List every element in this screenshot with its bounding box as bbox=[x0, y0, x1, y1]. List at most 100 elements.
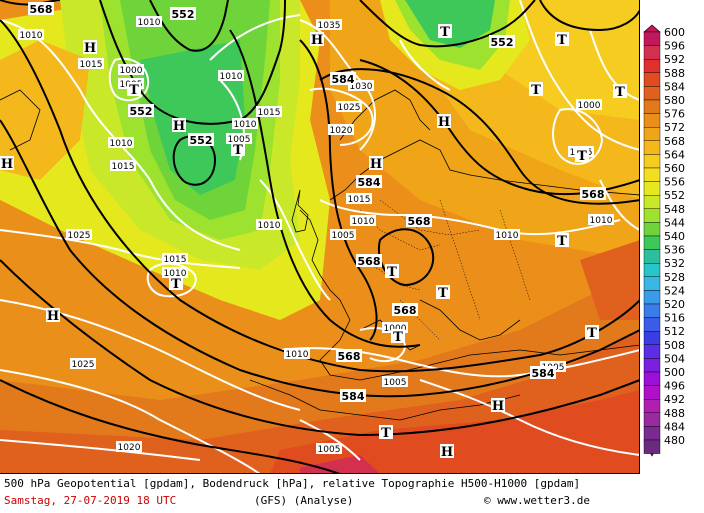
svg-text:1010: 1010 bbox=[258, 221, 281, 231]
high-markers: H H H H H H H H H bbox=[0, 32, 505, 460]
svg-text:552: 552 bbox=[491, 36, 514, 49]
legend-value: 588 bbox=[664, 67, 685, 80]
low-marker: T bbox=[436, 285, 450, 301]
thickness-band-568-nw bbox=[0, 40, 90, 180]
legend-value: 480 bbox=[664, 434, 685, 447]
legend-swatch bbox=[643, 412, 661, 427]
pressure-label: 1010 bbox=[350, 215, 376, 227]
pressure-label: 1005 bbox=[382, 376, 408, 388]
pressure-label: 1000 bbox=[576, 99, 602, 111]
pressure-label: 1010 bbox=[232, 118, 258, 130]
legend-swatch bbox=[643, 208, 661, 223]
svg-text:1010: 1010 bbox=[234, 120, 257, 130]
svg-text:1005: 1005 bbox=[228, 135, 251, 145]
svg-text:H: H bbox=[84, 41, 96, 56]
map-description: 500 hPa Geopotential [gpdam], Bodendruck… bbox=[4, 477, 581, 490]
high-marker: H bbox=[440, 444, 454, 460]
legend-swatch bbox=[643, 31, 661, 46]
legend-value: 540 bbox=[664, 230, 685, 243]
svg-text:568: 568 bbox=[582, 188, 605, 201]
pressure-label: 1010 bbox=[588, 214, 614, 226]
legend-value: 536 bbox=[664, 244, 685, 257]
svg-text:H: H bbox=[47, 309, 59, 324]
legend-value: 520 bbox=[664, 298, 685, 311]
pressure-label: 1025 bbox=[336, 101, 362, 113]
color-scale-legend: 600 596 592 588 584 580 576 572 568 564 560 556 552 5… bbox=[640, 0, 704, 474]
low-marker: T bbox=[169, 276, 183, 292]
pressure-label: 1000 bbox=[118, 64, 144, 76]
legend-swatch bbox=[643, 113, 661, 128]
legend-value: 516 bbox=[664, 312, 685, 325]
svg-text:584: 584 bbox=[358, 176, 381, 189]
svg-text:552: 552 bbox=[190, 134, 213, 147]
legend-swatch bbox=[643, 426, 661, 441]
legend-value: 496 bbox=[664, 380, 685, 393]
low-marker: T bbox=[127, 82, 141, 98]
copyright-link[interactable]: © www.wetter3.de bbox=[484, 494, 590, 507]
legend-value: 560 bbox=[664, 162, 685, 175]
high-marker: H bbox=[172, 118, 186, 134]
legend-swatch bbox=[643, 167, 661, 182]
pressure-label: 1020 bbox=[116, 441, 142, 453]
legend-value: 584 bbox=[664, 80, 685, 93]
legend-swatch bbox=[643, 331, 661, 346]
svg-text:1005: 1005 bbox=[318, 445, 341, 455]
svg-text:552: 552 bbox=[130, 105, 153, 118]
legend-swatch bbox=[643, 140, 661, 155]
pressure-label: 1015 bbox=[110, 160, 136, 172]
legend-swatch bbox=[643, 358, 661, 373]
low-marker: T bbox=[555, 233, 569, 249]
svg-text:1030: 1030 bbox=[350, 82, 373, 92]
pressure-label: 1025 bbox=[66, 229, 92, 241]
legend-value: 488 bbox=[664, 407, 685, 420]
pressure-label: 1010 bbox=[162, 267, 188, 279]
svg-text:H: H bbox=[311, 33, 323, 48]
svg-text:1015: 1015 bbox=[348, 195, 371, 205]
pressure-label: 1010 bbox=[256, 219, 282, 231]
legend-value: 564 bbox=[664, 148, 685, 161]
svg-text:1005: 1005 bbox=[384, 378, 407, 388]
svg-text:568: 568 bbox=[30, 3, 53, 16]
footer: 500 hPa Geopotential [gpdam], Bodendruck… bbox=[0, 474, 704, 513]
legend-swatch bbox=[643, 154, 661, 169]
svg-text:H: H bbox=[370, 157, 382, 172]
svg-text:1025: 1025 bbox=[338, 103, 361, 113]
svg-text:T: T bbox=[129, 83, 139, 98]
pressure-labels: 1010 1010 1015 1000 1005 1010 1030 1035 … bbox=[18, 16, 614, 455]
pressure-label: 1010 bbox=[108, 137, 134, 149]
svg-text:1010: 1010 bbox=[352, 217, 375, 227]
pressure-label: 1010 bbox=[18, 29, 44, 41]
svg-text:1015: 1015 bbox=[258, 108, 281, 118]
svg-text:584: 584 bbox=[332, 73, 355, 86]
pressure-label: 1020 bbox=[328, 124, 354, 136]
svg-text:1015: 1015 bbox=[80, 60, 103, 70]
svg-text:1025: 1025 bbox=[72, 360, 95, 370]
low-marker: T bbox=[231, 142, 245, 158]
legend-value: 532 bbox=[664, 257, 685, 270]
svg-text:1010: 1010 bbox=[138, 18, 161, 28]
legend-swatch bbox=[643, 371, 661, 386]
contour-label: 568 bbox=[28, 2, 54, 16]
svg-text:1020: 1020 bbox=[118, 443, 141, 453]
contour-label: 568 bbox=[392, 303, 418, 317]
legend-swatch bbox=[643, 263, 661, 278]
svg-text:584: 584 bbox=[532, 367, 555, 380]
svg-text:552: 552 bbox=[172, 8, 195, 21]
legend-value: 568 bbox=[664, 135, 685, 148]
svg-text:T: T bbox=[615, 85, 625, 100]
svg-text:T: T bbox=[440, 25, 450, 40]
legend-value: 548 bbox=[664, 203, 685, 216]
legend-swatch bbox=[643, 235, 661, 250]
contour-label: 552 bbox=[170, 7, 196, 21]
legend-value: 580 bbox=[664, 94, 685, 107]
legend-swatch bbox=[643, 276, 661, 291]
svg-text:H: H bbox=[438, 115, 450, 130]
svg-text:584: 584 bbox=[342, 390, 365, 403]
svg-text:568: 568 bbox=[338, 350, 361, 363]
svg-text:T: T bbox=[233, 143, 243, 158]
pressure-label: 1005 bbox=[226, 133, 252, 145]
svg-text:1010: 1010 bbox=[590, 216, 613, 226]
pressure-label: 1010 bbox=[284, 348, 310, 360]
contour-label: 552 bbox=[188, 133, 214, 147]
svg-text:1010: 1010 bbox=[110, 139, 133, 149]
